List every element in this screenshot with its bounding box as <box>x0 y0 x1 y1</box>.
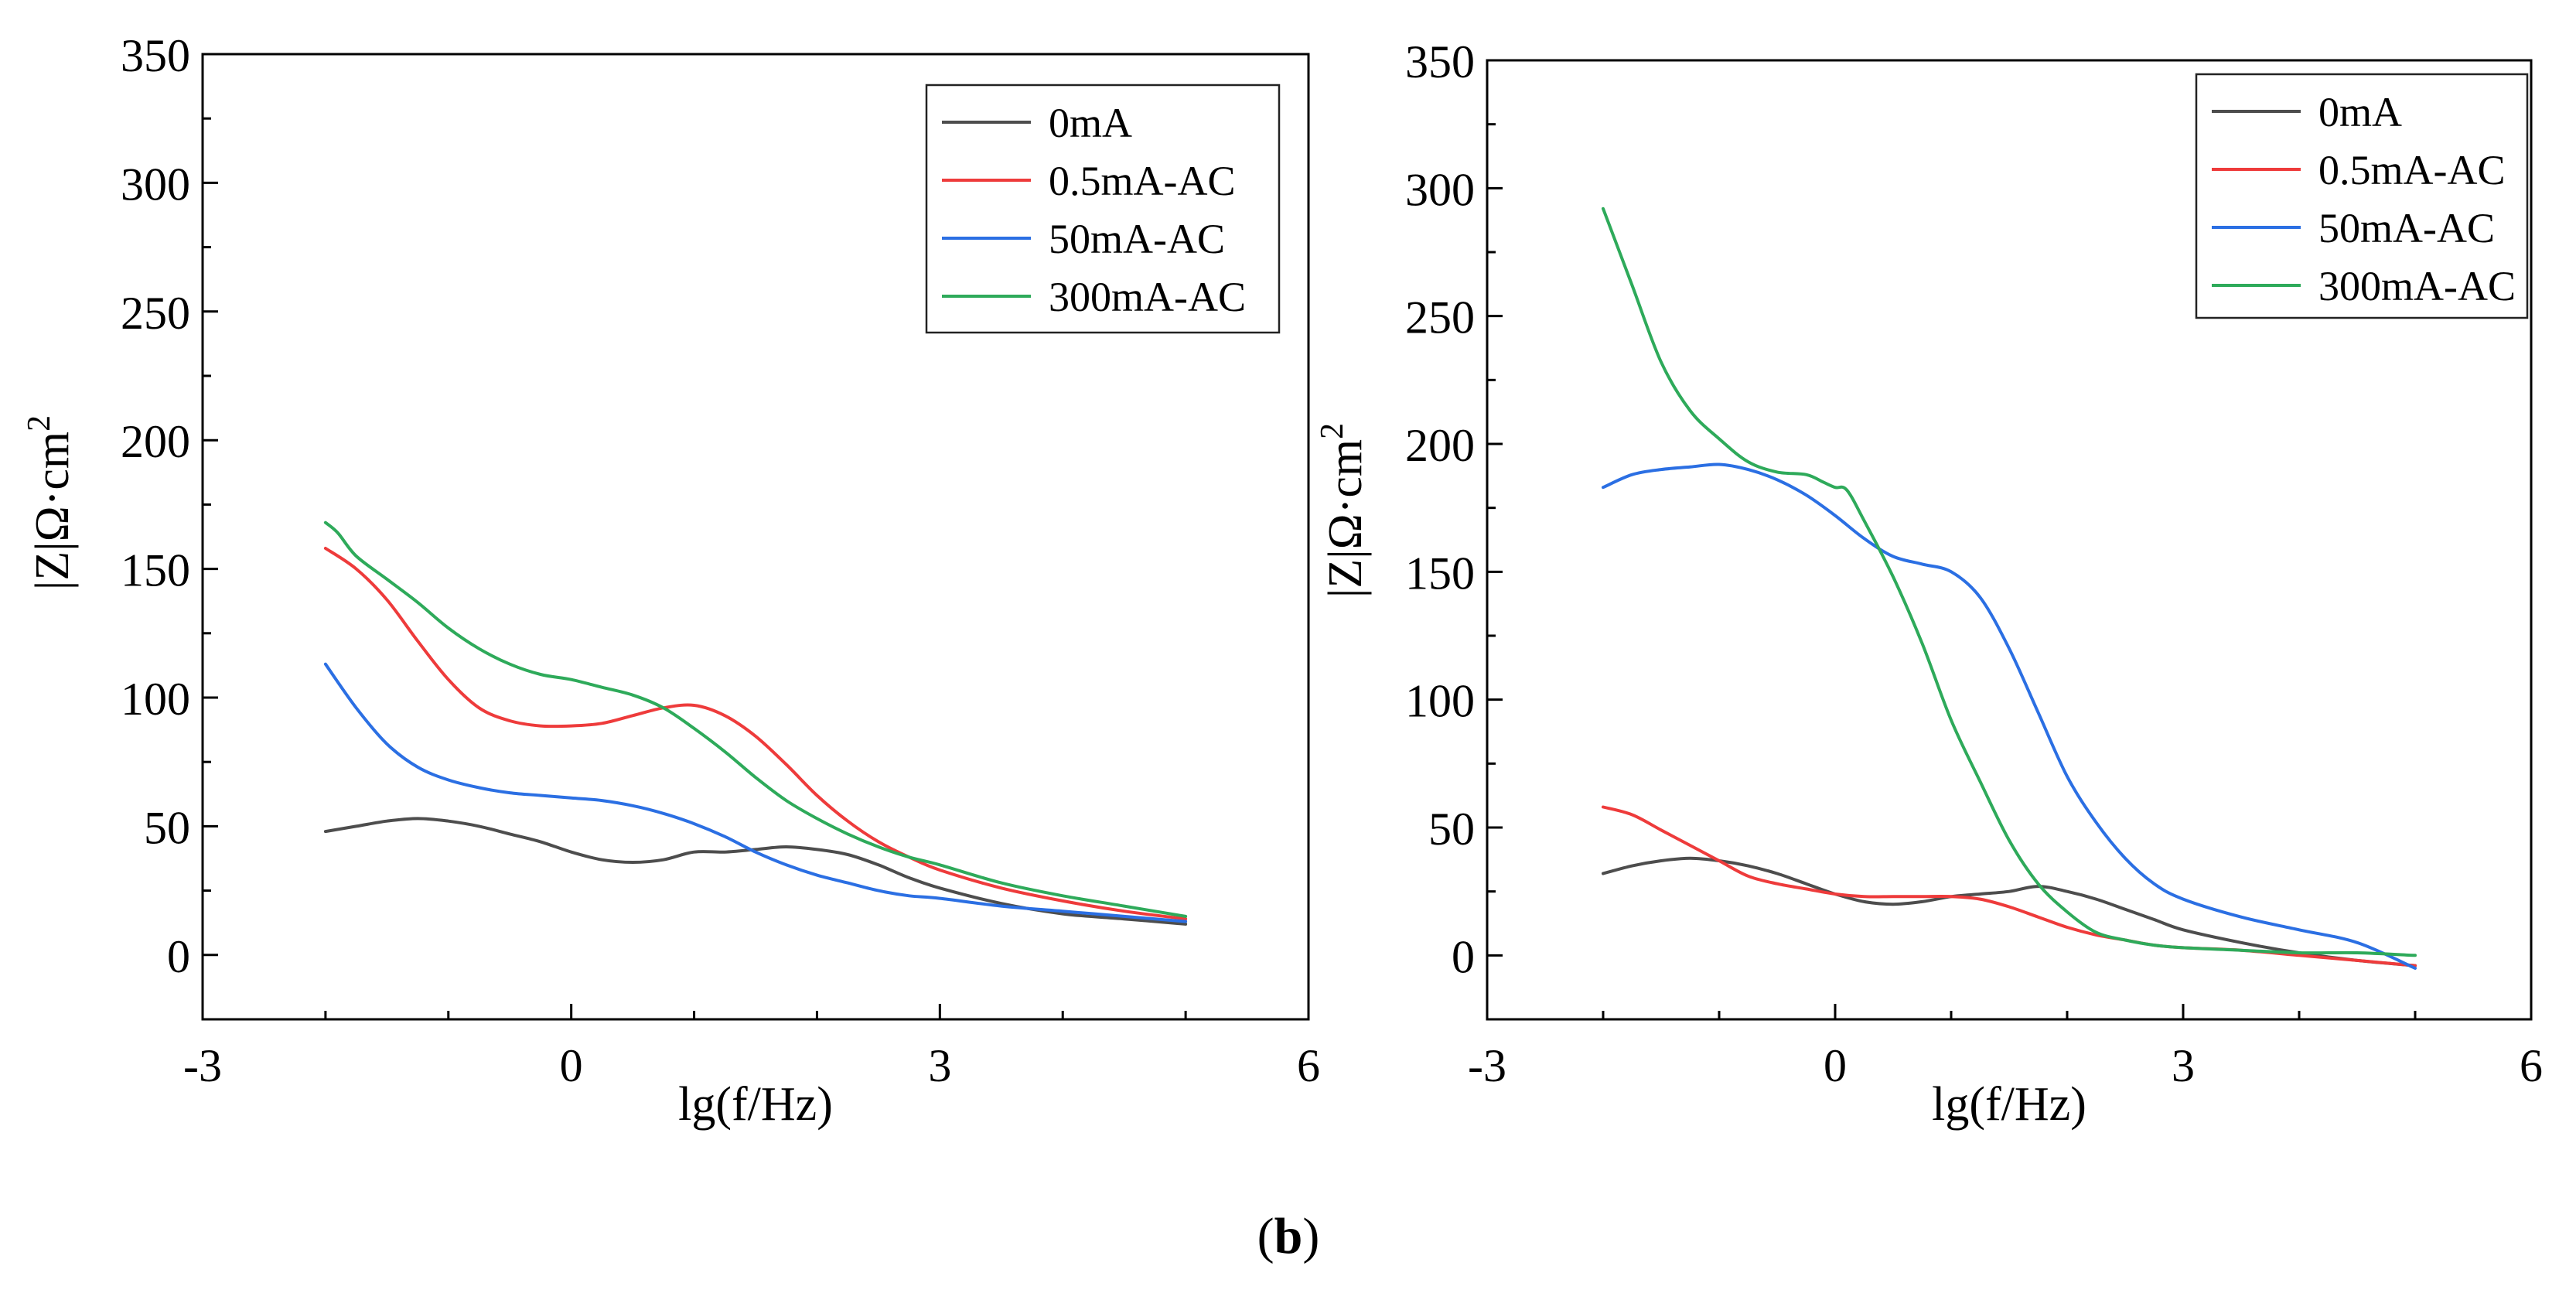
y-tick-label: 350 <box>1405 36 1475 87</box>
x-tick-label: -3 <box>1468 1040 1506 1091</box>
figure-caption: (b) <box>1257 1208 1320 1264</box>
y-tick-label: 0 <box>167 931 190 982</box>
y-tick-label: 150 <box>121 545 190 596</box>
legend-label-0-5ma-ac: 0.5mA-AC <box>1049 158 1236 204</box>
y-tick-label: 100 <box>121 674 190 725</box>
legend-label-0-5ma-ac: 0.5mA-AC <box>2318 147 2506 193</box>
x-tick-label: 0 <box>1824 1040 1847 1091</box>
x-tick-label: 3 <box>2172 1040 2195 1091</box>
legend-label-300ma-ac: 300mA-AC <box>2318 263 2516 309</box>
x-axis-label: lg(f/Hz) <box>678 1078 833 1131</box>
legend-label-0ma: 0mA <box>1049 100 1132 146</box>
series-line-300ma-ac <box>323 520 1188 918</box>
legend-label-50ma-ac: 50mA-AC <box>2318 205 2495 251</box>
x-axis-label: lg(f/Hz) <box>1932 1078 2086 1131</box>
y-tick-label: 200 <box>121 416 190 467</box>
x-tick-label: 6 <box>2520 1040 2543 1091</box>
series-line-300ma-ac <box>1602 206 2417 957</box>
plot-frame <box>201 53 1310 1021</box>
legend-label-0ma: 0mA <box>2318 89 2402 135</box>
y-axis-label: |Z|Ω·cm2 <box>1315 423 1372 598</box>
left-chart: 0 50 100 150 200 250 300 350 -3 0 3 6 lg(f/Hz) |Z|Ω·c… <box>22 30 1320 1131</box>
y-tick-label: 100 <box>1405 676 1475 727</box>
y-tick-label: 200 <box>1405 420 1475 471</box>
series-line-0-5ma-ac <box>1602 805 2417 968</box>
x-tick-label: 6 <box>1297 1040 1320 1091</box>
series-line-50ma-ac <box>323 662 1188 923</box>
y-axis-label: |Z|Ω·cm2 <box>22 415 79 590</box>
series-line-50ma-ac <box>1602 462 2417 970</box>
y-tick-label: 350 <box>121 30 190 81</box>
y-tick-label: 300 <box>121 159 190 210</box>
y-tick-label: 50 <box>1428 804 1475 855</box>
right-chart: 0 50 100 150 200 250 300 350 -3 0 3 6 lg(f/Hz) |Z|Ω·c… <box>1315 36 2543 1131</box>
legend-label-50ma-ac: 50mA-AC <box>1049 216 1225 262</box>
series-line-0ma <box>323 817 1188 926</box>
y-tick-label: 250 <box>1405 292 1475 343</box>
plot-frame <box>1486 59 2533 1021</box>
y-tick-label: 150 <box>1405 548 1475 599</box>
legend-box <box>925 84 1281 334</box>
x-tick-label: 0 <box>560 1040 583 1091</box>
y-tick-label: 300 <box>1405 164 1475 215</box>
x-tick-label: 3 <box>928 1040 951 1091</box>
legend-box <box>2195 73 2529 319</box>
series-line-0ma <box>1602 856 2417 968</box>
y-tick-label: 50 <box>144 802 190 853</box>
x-tick-label: -3 <box>183 1040 222 1091</box>
legend-label-300ma-ac: 300mA-AC <box>1049 274 1246 320</box>
y-tick-label: 0 <box>1452 931 1475 982</box>
series-line-0-5ma-ac <box>323 547 1188 921</box>
y-tick-label: 250 <box>121 288 190 339</box>
